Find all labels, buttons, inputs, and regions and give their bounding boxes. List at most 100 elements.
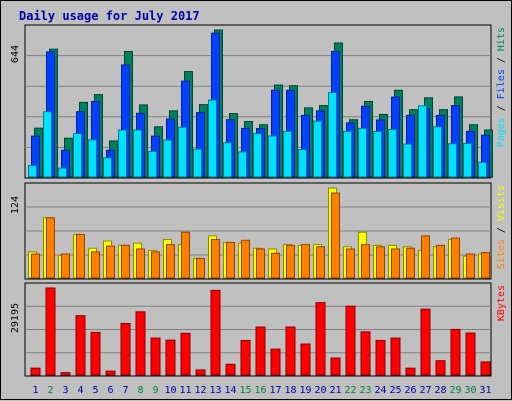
bar-pages-day-1 bbox=[28, 165, 37, 178]
bar-kbytes-day-22 bbox=[345, 305, 356, 376]
x-tick-label-day-10: 10 bbox=[164, 385, 176, 396]
bar-kbytes-day-5 bbox=[90, 331, 101, 376]
bar-kbytes-day-28 bbox=[435, 360, 446, 376]
bar-sites-day-23 bbox=[361, 244, 370, 279]
x-tick-label-day-29: 29 bbox=[449, 385, 461, 396]
bar-kbytes-day-13 bbox=[210, 289, 221, 376]
bar-pages-day-5 bbox=[88, 139, 97, 178]
bar-pages-day-6 bbox=[103, 157, 112, 178]
x-tick-label-day-8: 8 bbox=[137, 385, 143, 396]
x-tick-label-day-18: 18 bbox=[284, 385, 296, 396]
bar-kbytes-day-29 bbox=[450, 328, 461, 376]
bar-kbytes-day-10 bbox=[165, 339, 176, 376]
x-tick-label-day-1: 1 bbox=[32, 385, 38, 396]
bar-kbytes-day-27 bbox=[420, 308, 431, 376]
x-tick-label-day-13: 13 bbox=[209, 385, 221, 396]
x-tick-label-day-19: 19 bbox=[299, 385, 311, 396]
bar-kbytes-day-3 bbox=[60, 372, 71, 376]
bar-sites-day-18 bbox=[286, 244, 295, 279]
bar-kbytes-day-4 bbox=[75, 315, 86, 376]
bar-kbytes-day-25 bbox=[390, 337, 401, 376]
bar-kbytes-day-15 bbox=[240, 339, 251, 376]
bar-sites-day-24 bbox=[376, 246, 385, 279]
bar-sites-day-2 bbox=[46, 217, 55, 279]
bar-kbytes-day-19 bbox=[300, 343, 311, 376]
bar-sites-day-22 bbox=[346, 248, 355, 279]
x-tick-label-day-9: 9 bbox=[152, 385, 158, 396]
bar-pages-day-26 bbox=[403, 143, 412, 178]
bar-kbytes-day-31 bbox=[480, 361, 491, 376]
x-tick-label-day-11: 11 bbox=[179, 385, 191, 396]
bar-sites-day-31 bbox=[481, 252, 490, 279]
bar-pages-day-22 bbox=[343, 130, 352, 178]
bar-kbytes-day-6 bbox=[105, 370, 116, 376]
bar-pages-day-29 bbox=[448, 143, 457, 178]
bar-pages-day-17 bbox=[268, 135, 277, 178]
x-tick-label-day-6: 6 bbox=[107, 385, 113, 396]
bar-pages-day-25 bbox=[388, 129, 397, 178]
bar-pages-day-9 bbox=[148, 150, 157, 178]
legend-separator: / bbox=[496, 51, 507, 69]
x-tick-label-day-31: 31 bbox=[479, 385, 491, 396]
bar-pages-day-12 bbox=[193, 148, 202, 178]
bar-pages-day-15 bbox=[238, 151, 247, 178]
bar-sites-day-11 bbox=[181, 231, 190, 279]
bar-sites-day-3 bbox=[61, 253, 70, 279]
bar-kbytes-day-21 bbox=[330, 357, 341, 376]
x-tick-label-day-12: 12 bbox=[194, 385, 206, 396]
y-max-label: 124 bbox=[10, 196, 21, 214]
x-tick-label-day-17: 17 bbox=[269, 385, 281, 396]
bar-pages-day-2 bbox=[43, 111, 52, 178]
x-tick-label-day-14: 14 bbox=[224, 385, 236, 396]
x-tick-label-day-16: 16 bbox=[254, 385, 266, 396]
bar-pages-day-4 bbox=[73, 133, 82, 178]
bar-sites-day-20 bbox=[316, 246, 325, 279]
legend: Pages / Files / Hits bbox=[496, 27, 507, 147]
legend-separator: / bbox=[496, 99, 507, 117]
x-tick-label-day-5: 5 bbox=[92, 385, 98, 396]
bar-pages-day-3 bbox=[58, 167, 67, 178]
chart-title: Daily usage for July 2017 bbox=[19, 9, 200, 23]
bar-pages-day-30 bbox=[463, 142, 472, 178]
x-tick-label-day-24: 24 bbox=[374, 385, 386, 396]
bar-kbytes-day-24 bbox=[375, 339, 386, 376]
bar-kbytes-day-12 bbox=[195, 369, 206, 376]
legend-entry: Pages bbox=[496, 117, 507, 147]
bar-sites-day-8 bbox=[136, 248, 145, 279]
bar-kbytes-day-30 bbox=[465, 332, 476, 376]
x-tick-label-day-7: 7 bbox=[122, 385, 128, 396]
legend-separator: / bbox=[496, 221, 507, 239]
legend-entry: Hits bbox=[496, 27, 507, 51]
bar-sites-day-28 bbox=[436, 244, 445, 279]
legend: Sites / Visits bbox=[496, 185, 507, 269]
bar-kbytes-day-7 bbox=[120, 322, 131, 376]
bar-pages-day-14 bbox=[223, 142, 232, 178]
bar-sites-day-25 bbox=[391, 248, 400, 279]
x-tick-label-day-30: 30 bbox=[464, 385, 476, 396]
x-tick-label-day-15: 15 bbox=[239, 385, 251, 396]
chart-panel-1: 644 Pages / Files / Hits bbox=[10, 24, 507, 179]
bar-pages-day-28 bbox=[433, 126, 442, 178]
x-tick-label-day-21: 21 bbox=[329, 385, 341, 396]
bar-kbytes-day-14 bbox=[225, 363, 236, 376]
bar-pages-day-21 bbox=[328, 92, 337, 178]
bar-kbytes-day-23 bbox=[360, 331, 371, 376]
legend-entry: KBytes bbox=[496, 285, 507, 321]
bar-sites-day-12 bbox=[196, 257, 205, 279]
bar-pages-day-18 bbox=[283, 130, 292, 178]
x-tick-label-day-4: 4 bbox=[77, 385, 83, 396]
bar-pages-day-19 bbox=[298, 149, 307, 178]
bar-pages-day-23 bbox=[358, 127, 367, 178]
bar-pages-day-10 bbox=[163, 139, 172, 178]
x-tick-label-day-26: 26 bbox=[404, 385, 416, 396]
legend-entry: Files bbox=[496, 69, 507, 99]
bar-kbytes-day-2 bbox=[45, 287, 56, 376]
x-tick-label-day-22: 22 bbox=[344, 385, 356, 396]
bar-kbytes-day-16 bbox=[255, 326, 266, 376]
bar-kbytes-day-8 bbox=[135, 311, 146, 376]
bar-sites-day-19 bbox=[301, 244, 310, 279]
y-max-label: 644 bbox=[10, 45, 21, 63]
bar-sites-day-16 bbox=[256, 248, 265, 279]
